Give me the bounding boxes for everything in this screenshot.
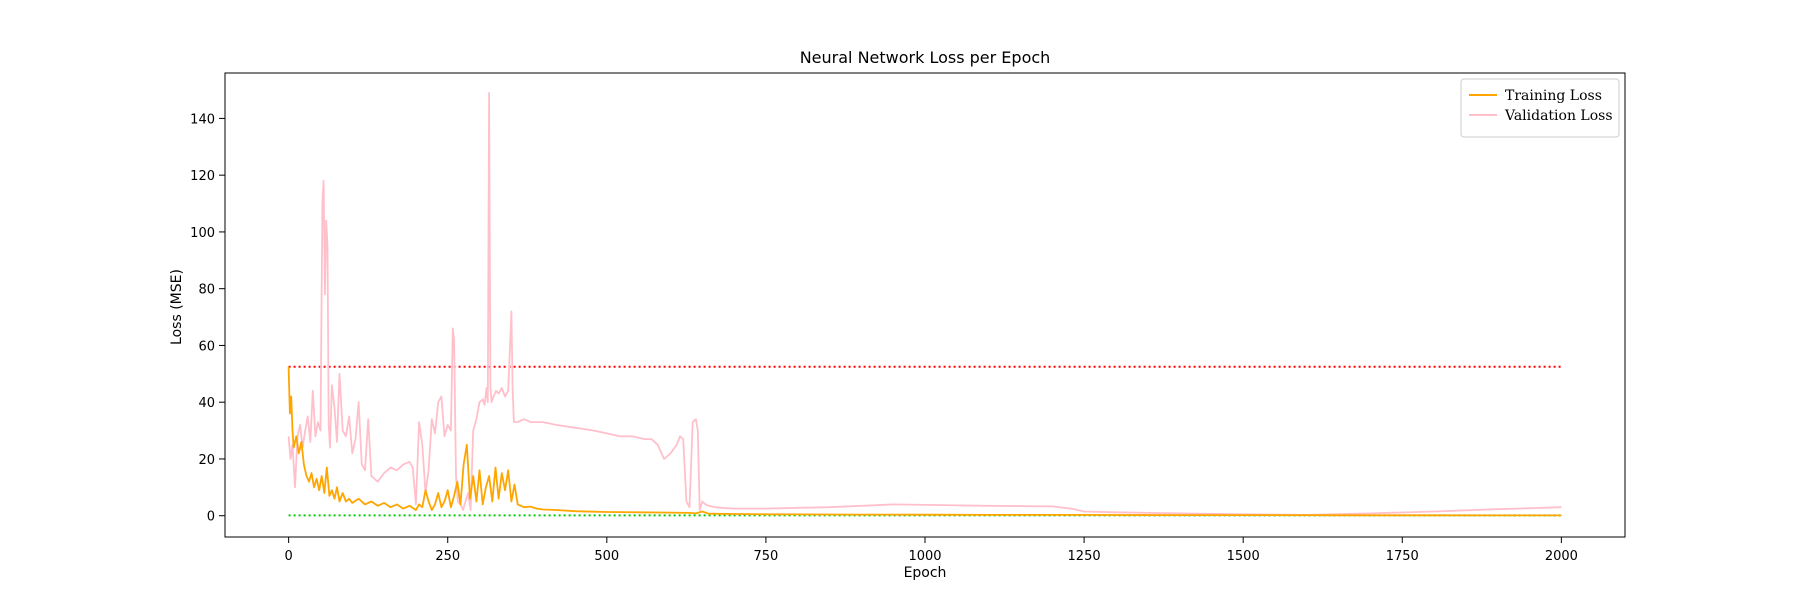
y-axis-label: Loss (MSE) [169,269,185,345]
series-line-training-loss [287,366,1562,517]
x-tick-label: 750 [753,549,778,564]
x-tick-label: 1000 [908,549,941,564]
legend-label: Validation Loss [1504,108,1613,124]
x-tick-label: 0 [284,549,292,564]
y-tick-label: 140 [190,112,215,127]
y-tick-label: 60 [198,339,215,354]
x-tick-label: 500 [594,549,619,564]
series-line-validation-loss [287,92,1562,516]
x-tick-label: 1500 [1227,549,1260,564]
x-tick-label: 2000 [1545,549,1578,564]
legend-box [1460,78,1620,138]
series-layer [287,92,1562,517]
x-tick-label: 250 [435,549,460,564]
y-tick-label: 0 [207,510,215,525]
y-tick-label: 120 [190,169,215,184]
x-axis-label: Epoch [904,565,947,581]
y-tick-label: 40 [198,396,215,411]
y-tick-label: 20 [198,453,215,468]
x-tick-label: 1250 [1068,549,1101,564]
chart-title: Neural Network Loss per Epoch [800,48,1051,67]
legend-label: Training Loss [1505,88,1602,104]
y-tick-label: 80 [198,283,215,298]
plot-frame [224,72,1626,538]
legend: Training Loss Validation Loss [1460,78,1620,138]
axes-layer: 0 250 500 750 1000 1250 1500 1750 2000 0 20 40 60 80 1… [190,72,1626,564]
y-tick-label: 100 [190,226,215,241]
x-tick-label: 1750 [1386,549,1419,564]
